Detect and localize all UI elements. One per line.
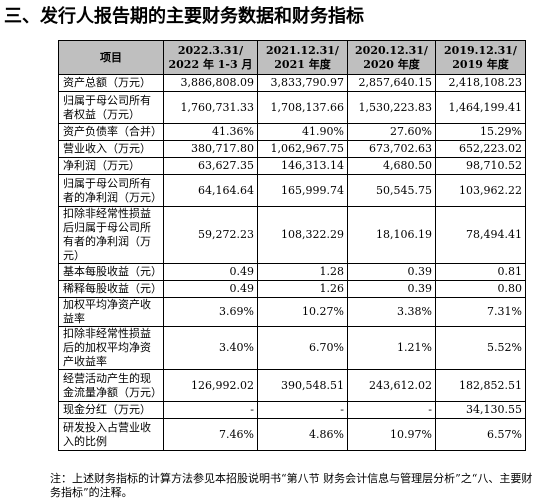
cell-value: 6.70%: [257, 326, 348, 370]
cell-value: 3,886,808.09: [163, 74, 258, 92]
cell-value: 64,164.64: [163, 174, 258, 207]
row-label: 资产负债率（合并）: [58, 123, 164, 141]
financial-indicators-table: 项目 2022.3.31/2022 年 1-3 月 2021.12.31/202…: [58, 40, 526, 451]
table-row: 稀释每股收益（元） 0.49 1.26 0.39 0.80: [58, 280, 526, 298]
table-row: 归属于母公司所有者权益（万元） 1,760,731.33 1,708,137.6…: [58, 91, 526, 124]
table-row: 归属于母公司所有者的净利润（万元） 64,164.64 165,999.74 5…: [58, 174, 526, 207]
cell-value: 59,272.23: [163, 206, 258, 264]
header-2021: 2021.12.31/2021 年度: [257, 40, 348, 75]
cell-value: 34,130.55: [435, 401, 526, 419]
row-label: 扣除非经常性损益后的加权平均净资产收益率: [58, 326, 164, 370]
cell-value: 243,612.02: [347, 369, 436, 402]
cell-value: 652,223.02: [435, 140, 526, 158]
cell-value: -: [257, 401, 348, 419]
row-label: 归属于母公司所有者权益（万元）: [58, 91, 164, 124]
cell-value: 3.40%: [163, 326, 258, 370]
table-row: 加权平均净资产收益率 3.69% 10.27% 3.38% 7.31%: [58, 297, 526, 327]
cell-value: 18,106.19: [347, 206, 436, 264]
header-2020: 2020.12.31/2020 年度: [347, 40, 436, 75]
cell-value: 1.21%: [347, 326, 436, 370]
table-header-row: 项目 2022.3.31/2022 年 1-3 月 2021.12.31/202…: [58, 40, 526, 75]
cell-value: 673,702.63: [347, 140, 436, 158]
table-row: 研发投入占营业收入的比例 7.46% 4.86% 10.97% 6.57%: [58, 418, 526, 451]
header-item: 项目: [58, 40, 164, 75]
row-label: 基本每股收益（元）: [58, 263, 164, 281]
cell-value: 3.38%: [347, 297, 436, 327]
cell-value: 78,494.41: [435, 206, 526, 264]
table-row: 资产负债率（合并） 41.36% 41.90% 27.60% 15.29%: [58, 123, 526, 141]
header-2021-text: 2021.12.31/2021 年度: [266, 43, 339, 71]
cell-value: 380,717.80: [163, 140, 258, 158]
cell-value: 182,852.51: [435, 369, 526, 402]
row-label: 资产总额（万元）: [58, 74, 164, 92]
row-label: 营业收入（万元）: [58, 140, 164, 158]
row-label: 稀释每股收益（元）: [58, 280, 164, 298]
table-row: 净利润（万元） 63,627.35 146,313.14 4,680.50 98…: [58, 157, 526, 175]
header-2022q1: 2022.3.31/2022 年 1-3 月: [163, 40, 258, 75]
header-2019: 2019.12.31/2019 年度: [435, 40, 526, 75]
cell-value: 2,857,640.15: [347, 74, 436, 92]
cell-value: 5.52%: [435, 326, 526, 370]
section-title: 三、发行人报告期的主要财务数据和财务指标: [4, 6, 364, 27]
cell-value: 6.57%: [435, 418, 526, 451]
cell-value: 0.39: [347, 280, 436, 298]
cell-value: 0.39: [347, 263, 436, 281]
cell-value: 1,708,137.66: [257, 91, 348, 124]
cell-value: -: [347, 401, 436, 419]
row-label: 研发投入占营业收入的比例: [58, 418, 164, 451]
header-2020-text: 2020.12.31/2020 年度: [355, 43, 428, 71]
cell-value: 1,464,199.41: [435, 91, 526, 124]
table-row: 基本每股收益（元） 0.49 1.28 0.39 0.81: [58, 263, 526, 281]
header-2022q1-text: 2022.3.31/2022 年 1-3 月: [168, 43, 253, 71]
cell-value: 98,710.52: [435, 157, 526, 175]
cell-value: 41.90%: [257, 123, 348, 141]
cell-value: 41.36%: [163, 123, 258, 141]
cell-value: 27.60%: [347, 123, 436, 141]
row-label: 归属于母公司所有者的净利润（万元）: [58, 174, 164, 207]
table-row: 扣除非经常性损益后的加权平均净资产收益率 3.40% 6.70% 1.21% 5…: [58, 326, 526, 370]
cell-value: 50,545.75: [347, 174, 436, 207]
table-row: 扣除非经常性损益后归属于母公司所有者的净利润（万元） 59,272.23 108…: [58, 206, 526, 264]
cell-value: 3,833,790.97: [257, 74, 348, 92]
cell-value: 2,418,108.23: [435, 74, 526, 92]
cell-value: 165,999.74: [257, 174, 348, 207]
cell-value: 10.97%: [347, 418, 436, 451]
cell-value: 63,627.35: [163, 157, 258, 175]
table-row: 资产总额（万元） 3,886,808.09 3,833,790.97 2,857…: [58, 74, 526, 92]
table-footnote: 注：上述财务指标的计算方法参见本招股说明书“第八节 财务会计信息与管理层分析”之…: [50, 472, 533, 499]
table-row: 经营活动产生的现金流量净额（万元） 126,992.02 390,548.51 …: [58, 369, 526, 402]
cell-value: 4.86%: [257, 418, 348, 451]
cell-value: 1,760,731.33: [163, 91, 258, 124]
cell-value: 0.80: [435, 280, 526, 298]
cell-value: 1,530,223.83: [347, 91, 436, 124]
cell-value: 0.49: [163, 263, 258, 281]
row-label: 净利润（万元）: [58, 157, 164, 175]
cell-value: 1.28: [257, 263, 348, 281]
table-row: 现金分红（万元） - - - 34,130.55: [58, 401, 526, 419]
cell-value: 108,322.29: [257, 206, 348, 264]
cell-value: 4,680.50: [347, 157, 436, 175]
table-row: 营业收入（万元） 380,717.80 1,062,967.75 673,702…: [58, 140, 526, 158]
cell-value: 15.29%: [435, 123, 526, 141]
cell-value: 10.27%: [257, 297, 348, 327]
cell-value: 7.46%: [163, 418, 258, 451]
row-label: 经营活动产生的现金流量净额（万元）: [58, 369, 164, 402]
row-label: 加权平均净资产收益率: [58, 297, 164, 327]
header-2019-text: 2019.12.31/2019 年度: [444, 43, 517, 71]
cell-value: 390,548.51: [257, 369, 348, 402]
cell-value: 1.26: [257, 280, 348, 298]
cell-value: 103,962.22: [435, 174, 526, 207]
cell-value: 0.81: [435, 263, 526, 281]
cell-value: 146,313.14: [257, 157, 348, 175]
cell-value: 3.69%: [163, 297, 258, 327]
cell-value: 1,062,967.75: [257, 140, 348, 158]
cell-value: -: [163, 401, 258, 419]
cell-value: 7.31%: [435, 297, 526, 327]
row-label: 现金分红（万元）: [58, 401, 164, 419]
cell-value: 0.49: [163, 280, 258, 298]
row-label: 扣除非经常性损益后归属于母公司所有者的净利润（万元）: [58, 206, 164, 264]
cell-value: 126,992.02: [163, 369, 258, 402]
